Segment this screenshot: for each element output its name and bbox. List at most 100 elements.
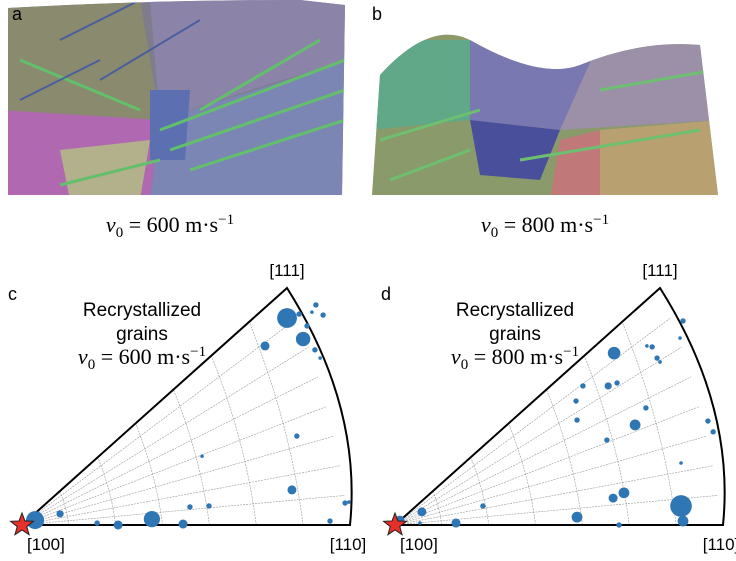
grain-point: [26, 511, 45, 530]
grain-point: [571, 511, 583, 523]
grain-point: [604, 382, 612, 390]
grid-line: [21, 317, 299, 526]
grain-point: [616, 522, 622, 528]
annotation: Recrystallized: [456, 300, 574, 321]
grain-point: [705, 418, 711, 424]
caption-var: v: [106, 212, 116, 237]
grid-line: [21, 435, 334, 526]
caption-sup: −1: [190, 344, 206, 360]
grain-point: [680, 318, 686, 324]
star-marker: [382, 511, 408, 536]
grid-line: [59, 491, 70, 526]
corner-label: [100]: [400, 535, 438, 554]
grid-line: [21, 495, 346, 526]
ebsd-map-a: [8, 0, 345, 195]
caption-sub: 0: [461, 357, 469, 373]
grain-point: [654, 355, 660, 361]
caption-sup: −1: [593, 212, 609, 228]
annotation: Recrystallized: [83, 300, 201, 321]
corner-label: [100]: [27, 535, 65, 554]
grain-point: [277, 308, 297, 328]
grain-point: [342, 500, 348, 506]
grain-point: [608, 493, 618, 503]
caption-text: = 600 m·s: [95, 344, 190, 369]
grain-point: [94, 520, 100, 526]
annotation: grains: [489, 324, 541, 345]
caption-sup: −1: [218, 212, 234, 228]
grain-point: [287, 485, 297, 495]
corner-label: [110]: [330, 535, 367, 554]
grid-line: [394, 435, 707, 526]
annotation: grains: [116, 324, 168, 345]
grid-line: [21, 376, 319, 526]
grain-point: [614, 380, 620, 386]
grid-line: [211, 355, 257, 526]
ebsd-map-b: [372, 34, 718, 196]
grain-point: [573, 398, 579, 404]
grain-point: [206, 503, 212, 509]
grid-line: [394, 406, 700, 526]
grain-point: [318, 356, 322, 360]
grid-line: [508, 423, 536, 526]
caption-sub: 0: [88, 357, 96, 373]
grain-point: [645, 344, 649, 348]
grain-point: [658, 360, 662, 364]
grain-point: [418, 521, 422, 525]
grain-point: [143, 510, 160, 528]
grain-point: [417, 507, 427, 517]
grid-line: [97, 457, 117, 526]
grain-point: [294, 433, 300, 439]
caption-var: v: [451, 344, 461, 369]
grid-line: [135, 423, 163, 526]
grid-line: [21, 346, 309, 526]
grid-line: [248, 321, 304, 526]
grain-point: [187, 504, 193, 510]
grain-point: [678, 336, 682, 340]
grain-point: [677, 515, 689, 527]
grain-point: [304, 323, 310, 329]
grain-point: [296, 311, 302, 317]
grain-point: [574, 417, 580, 423]
caption-text: = 600 m·s: [123, 212, 218, 237]
grain-point: [604, 437, 610, 443]
annotation-caption: v0 = 800 m·s−1: [451, 344, 579, 373]
star-marker: [9, 511, 35, 536]
panel-label: c: [8, 284, 17, 304]
caption-var: v: [78, 344, 88, 369]
grain-point: [679, 461, 683, 465]
grain-point: [710, 429, 716, 435]
grid-line: [21, 406, 327, 526]
grain-point: [480, 503, 486, 509]
grain-point: [670, 495, 692, 517]
corner-label: [111]: [269, 261, 304, 280]
grain-point: [618, 487, 630, 499]
grain-point: [629, 419, 641, 431]
grid-line: [173, 389, 210, 526]
triangle-outline: [392, 286, 726, 526]
grain-point: [178, 519, 188, 529]
annotation-caption: v0 = 600 m·s−1: [78, 344, 206, 373]
grid-line: [394, 495, 719, 526]
caption-sup: −1: [563, 344, 579, 360]
corner-label: [111]: [642, 261, 677, 280]
grid-line: [432, 491, 443, 526]
grain-point: [347, 500, 351, 504]
grain-point: [649, 344, 655, 350]
grain-point: [310, 310, 314, 314]
panel-label: b: [372, 4, 382, 24]
map-caption: v0 = 600 m·s−1: [106, 212, 234, 241]
grid-line: [394, 376, 692, 526]
grid-line: [584, 355, 630, 526]
caption-sub: 0: [116, 225, 124, 241]
triangle-outline: [19, 286, 353, 526]
grain-point: [580, 383, 586, 389]
grain-point: [313, 302, 319, 308]
grain-point: [607, 346, 621, 360]
grain-point: [312, 347, 318, 353]
corner-label: [110]: [703, 535, 736, 554]
grain-point: [200, 454, 204, 458]
grain-point: [643, 405, 649, 411]
panel-label: a: [12, 4, 23, 24]
